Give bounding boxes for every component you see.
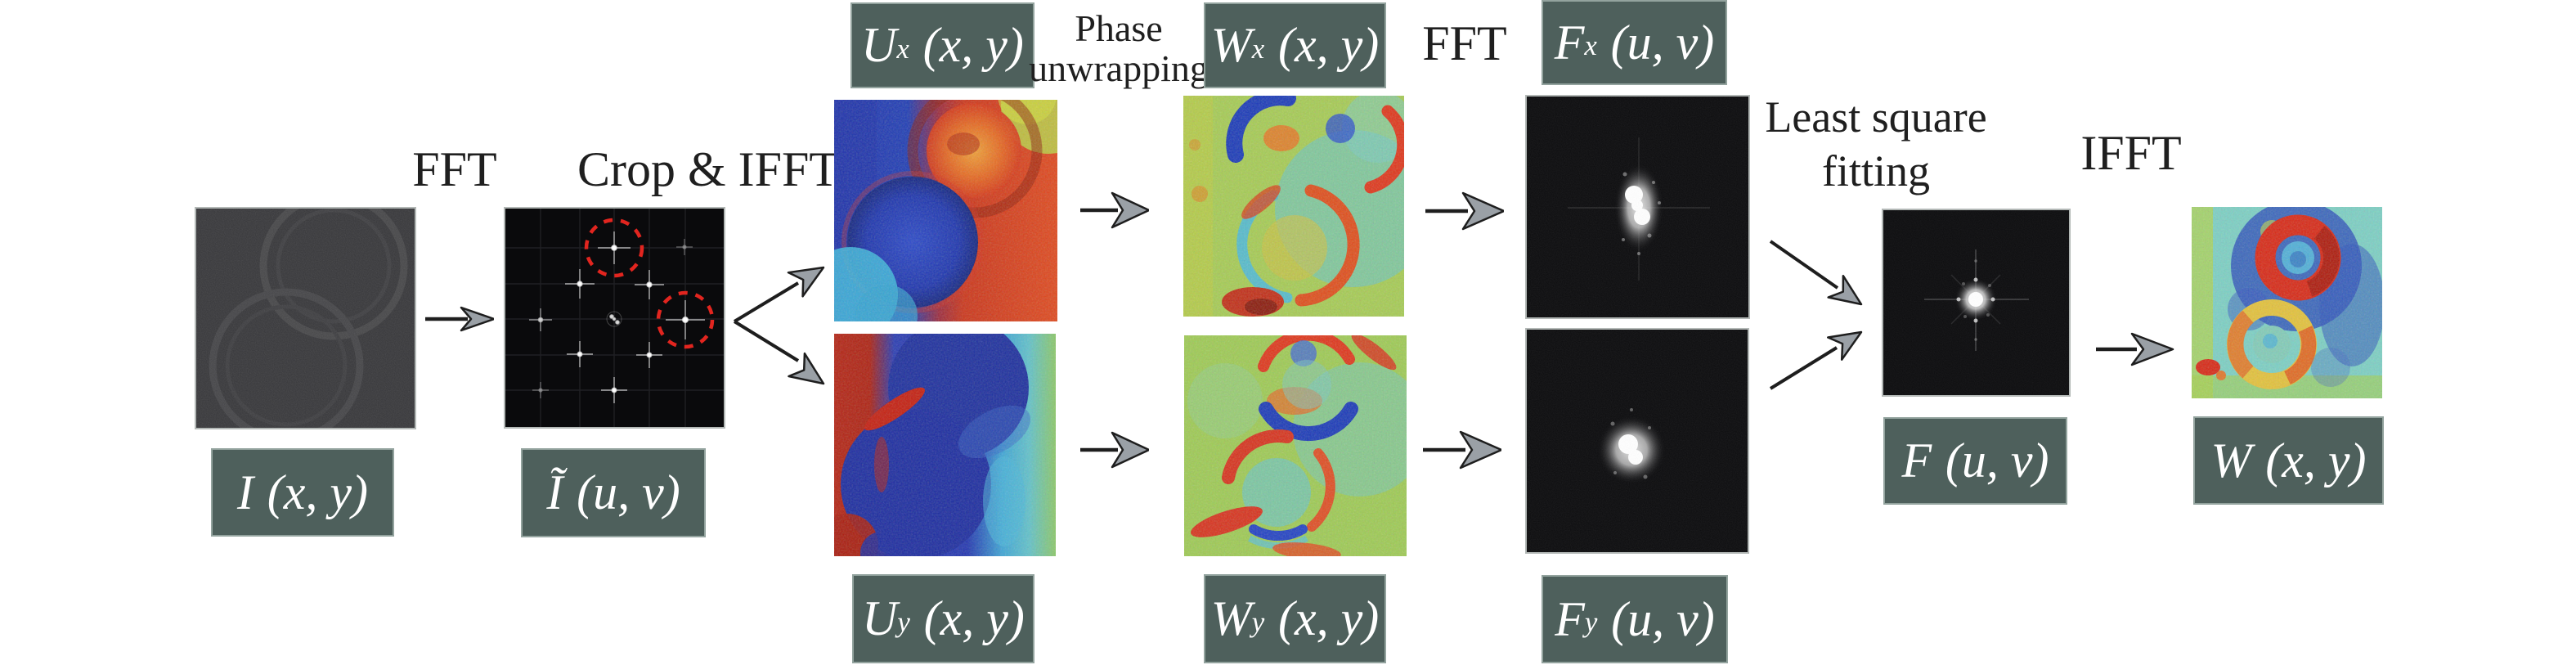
label-ifft: IFFT xyxy=(2080,126,2182,180)
label-i-symbol: I xyxy=(236,465,254,519)
label-wy-args: (x, y) xyxy=(1278,591,1380,645)
branch-arrows xyxy=(733,266,825,385)
label-f: F (u, v) xyxy=(1883,417,2067,505)
label-uy-args: (x, y) xyxy=(923,591,1025,645)
label-fy-args: (u, v) xyxy=(1611,591,1715,646)
ifft-arrow xyxy=(2096,332,2174,366)
phase-unwrapping-line2: unwrapping xyxy=(1029,47,1209,89)
phase-unwrap-arrow-x xyxy=(1080,191,1149,229)
label-i-args: (x, y) xyxy=(267,465,368,519)
label-i-tilde-symbol: Ĩ xyxy=(546,465,563,519)
label-fx-symbol: F xyxy=(1554,15,1585,70)
least-square-line2: fitting xyxy=(1822,146,1930,195)
label-ux-args: (x, y) xyxy=(922,18,1024,72)
label-w-args: (x, y) xyxy=(2265,433,2367,488)
input-intensity-image xyxy=(195,207,416,429)
label-i: I (x, y) xyxy=(211,448,394,537)
selected-order-circle-top xyxy=(584,218,644,278)
label-fft-2: FFT xyxy=(1422,16,1507,70)
label-wx-symbol: W xyxy=(1210,18,1252,72)
label-i-tilde-args: (u, v) xyxy=(577,465,680,519)
label-fy-symbol: F xyxy=(1555,591,1585,646)
label-wy-symbol: W xyxy=(1210,591,1252,645)
fft-arrow-x xyxy=(1425,191,1504,231)
unwrapped-slope-y-image xyxy=(1184,335,1407,556)
fft-arrow xyxy=(425,306,494,332)
label-w-symbol: W xyxy=(2210,433,2252,488)
fitted-spectrum-image xyxy=(1882,209,2071,397)
label-phase-unwrapping: Phase unwrapping xyxy=(1027,8,1210,88)
least-square-line1: Least square xyxy=(1765,92,1987,142)
phase-unwrapping-line1: Phase xyxy=(1075,7,1163,49)
unwrapped-slope-x-image xyxy=(1183,96,1404,317)
label-wx-args: (x, y) xyxy=(1278,18,1380,72)
phase-unwrap-arrow-y xyxy=(1080,431,1149,469)
label-i-tilde: Ĩ (u, v) xyxy=(521,448,706,537)
selected-order-circle-right xyxy=(656,290,715,349)
label-fft-1: FFT xyxy=(412,142,497,196)
fft-arrow-y xyxy=(1423,430,1501,470)
reconstructed-wavefront-image xyxy=(2192,207,2382,398)
label-fx-args: (u, v) xyxy=(1610,15,1715,70)
label-least-square-fitting: Least square fitting xyxy=(1745,90,2007,198)
converging-arrows xyxy=(1769,240,1863,390)
label-uy-symbol: U xyxy=(862,591,898,645)
label-ux-symbol: U xyxy=(861,18,897,72)
wrapped-phase-y-image xyxy=(834,334,1056,556)
fourier-spectrum-image xyxy=(504,207,725,429)
label-f-args: (u, v) xyxy=(1945,434,2049,488)
label-crop-ifft: Crop & IFFT xyxy=(577,142,840,196)
slope-spectrum-y-image xyxy=(1525,328,1749,554)
label-f-symbol: F xyxy=(1901,434,1932,488)
label-w: W (x, y) xyxy=(2193,416,2384,505)
slope-spectrum-x-image xyxy=(1525,95,1750,319)
diffraction-orders xyxy=(529,231,705,403)
wrapped-phase-x-image xyxy=(834,100,1057,321)
